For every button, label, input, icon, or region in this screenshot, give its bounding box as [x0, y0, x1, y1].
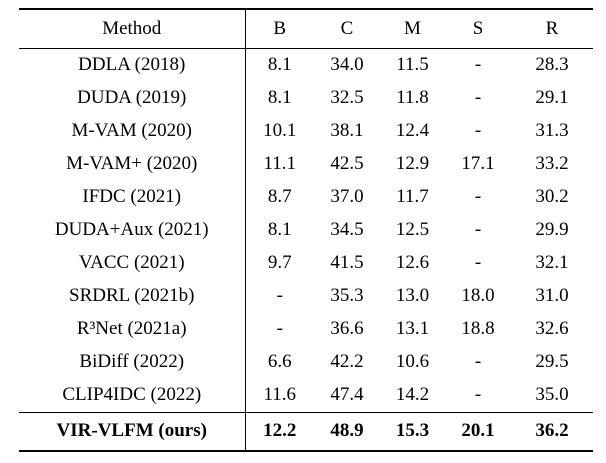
table-row: M-VAM (2020) 10.1 38.1 12.4 - 31.3	[19, 115, 593, 148]
value-cell: -	[474, 87, 482, 109]
value-cell: 47.4	[330, 384, 364, 406]
value-cell: 8.1	[267, 54, 292, 76]
value-cell: 8.7	[267, 186, 292, 208]
value-cell: 29.9	[535, 219, 569, 241]
value-cell: 13.1	[395, 318, 430, 340]
value-cell: 38.1	[330, 120, 364, 142]
value-cell: 12.2	[245, 412, 314, 451]
value-cell: -	[474, 120, 482, 142]
value-cell: 29.1	[535, 87, 569, 109]
value-cell: 8.1	[267, 219, 292, 241]
value-cell: -	[474, 186, 482, 208]
value-cell: 28.3	[535, 54, 569, 76]
value-cell: 18.0	[461, 285, 495, 307]
value-cell: 11.8	[396, 87, 429, 109]
value-cell: 9.7	[267, 252, 292, 274]
value-cell: 34.5	[330, 219, 364, 241]
value-cell: 41.5	[330, 252, 364, 274]
value-cell: 33.2	[535, 153, 569, 175]
value-cell: -	[474, 384, 482, 406]
value-cell: 11.7	[396, 186, 429, 208]
value-cell: 36.2	[511, 412, 593, 451]
results-table-wrap: Method B C M S R DDLA (2018) 8.1 34.0 11…	[19, 8, 593, 452]
column-header-r: R	[511, 9, 593, 49]
column-header-b: B	[245, 9, 314, 49]
value-cell: 35.0	[535, 384, 569, 406]
value-cell: 14.2	[395, 384, 430, 406]
table-row: M-VAM+ (2020) 11.1 42.5 12.9 17.1 33.2	[19, 148, 593, 181]
table-row: SRDRL (2021b) - 35.3 13.0 18.0 31.0	[19, 280, 593, 313]
column-header-m: M	[380, 9, 445, 49]
value-cell: 37.0	[330, 186, 364, 208]
method-cell: R³Net (2021a)	[19, 313, 246, 346]
column-header-c: C	[314, 9, 380, 49]
value-cell: -	[276, 318, 283, 340]
table-row: R³Net (2021a) - 36.6 13.1 18.8 32.6	[19, 313, 593, 346]
table-row: VACC (2021) 9.7 41.5 12.6 - 32.1	[19, 247, 593, 280]
value-cell: 13.0	[395, 285, 430, 307]
value-cell: -	[474, 54, 482, 76]
table-row-ours: VIR-VLFM (ours) 12.2 48.9 15.3 20.1 36.2	[19, 412, 593, 451]
column-header-method: Method	[19, 9, 246, 49]
value-cell: 11.1	[263, 153, 297, 175]
method-cell: VIR-VLFM (ours)	[19, 412, 246, 451]
method-cell: CLIP4IDC (2022)	[19, 379, 246, 413]
value-cell: 6.6	[267, 351, 292, 373]
value-cell: 11.6	[263, 384, 297, 406]
method-cell: DUDA+Aux (2021)	[19, 214, 246, 247]
value-cell: 31.3	[535, 120, 569, 142]
value-cell: 12.4	[395, 120, 430, 142]
value-cell: 12.5	[395, 219, 430, 241]
value-cell: 15.3	[380, 412, 445, 451]
value-cell: 12.6	[395, 252, 430, 274]
value-cell: -	[276, 285, 283, 307]
results-table: Method B C M S R DDLA (2018) 8.1 34.0 11…	[19, 8, 593, 452]
value-cell: 42.2	[330, 351, 364, 373]
value-cell: 29.5	[535, 351, 569, 373]
header-row: Method B C M S R	[19, 9, 593, 49]
value-cell: 10.1	[263, 120, 297, 142]
method-cell: M-VAM (2020)	[19, 115, 246, 148]
method-cell: IFDC (2021)	[19, 181, 246, 214]
method-cell: SRDRL (2021b)	[19, 280, 246, 313]
value-cell: 48.9	[314, 412, 380, 451]
value-cell: 42.5	[330, 153, 364, 175]
column-header-s: S	[445, 9, 511, 49]
table-row: DUDA+Aux (2021) 8.1 34.5 12.5 - 29.9	[19, 214, 593, 247]
table-row: CLIP4IDC (2022) 11.6 47.4 14.2 - 35.0	[19, 379, 593, 413]
table-row: IFDC (2021) 8.7 37.0 11.7 - 30.2	[19, 181, 593, 214]
value-cell: 20.1	[445, 412, 511, 451]
table-row: BiDiff (2022) 6.6 42.2 10.6 - 29.5	[19, 346, 593, 379]
value-cell: 12.9	[395, 153, 430, 175]
value-cell: 31.0	[535, 285, 569, 307]
value-cell: -	[474, 252, 482, 274]
value-cell: 18.8	[461, 318, 495, 340]
value-cell: 32.5	[330, 87, 364, 109]
method-cell: DDLA (2018)	[19, 48, 246, 82]
method-cell: M-VAM+ (2020)	[19, 148, 246, 181]
value-cell: 32.1	[535, 252, 569, 274]
table-row: DDLA (2018) 8.1 34.0 11.5 - 28.3	[19, 48, 593, 82]
value-cell: 17.1	[461, 153, 495, 175]
method-cell: BiDiff (2022)	[19, 346, 246, 379]
value-cell: 11.5	[396, 54, 429, 76]
value-cell: 35.3	[330, 285, 364, 307]
method-cell: VACC (2021)	[19, 247, 246, 280]
value-cell: -	[474, 219, 482, 241]
table-row: DUDA (2019) 8.1 32.5 11.8 - 29.1	[19, 82, 593, 115]
value-cell: -	[474, 351, 482, 373]
value-cell: 36.6	[330, 318, 364, 340]
value-cell: 10.6	[395, 351, 430, 373]
value-cell: 34.0	[330, 54, 364, 76]
method-cell: DUDA (2019)	[19, 82, 246, 115]
value-cell: 30.2	[535, 186, 569, 208]
value-cell: 8.1	[267, 87, 292, 109]
value-cell: 32.6	[535, 318, 569, 340]
